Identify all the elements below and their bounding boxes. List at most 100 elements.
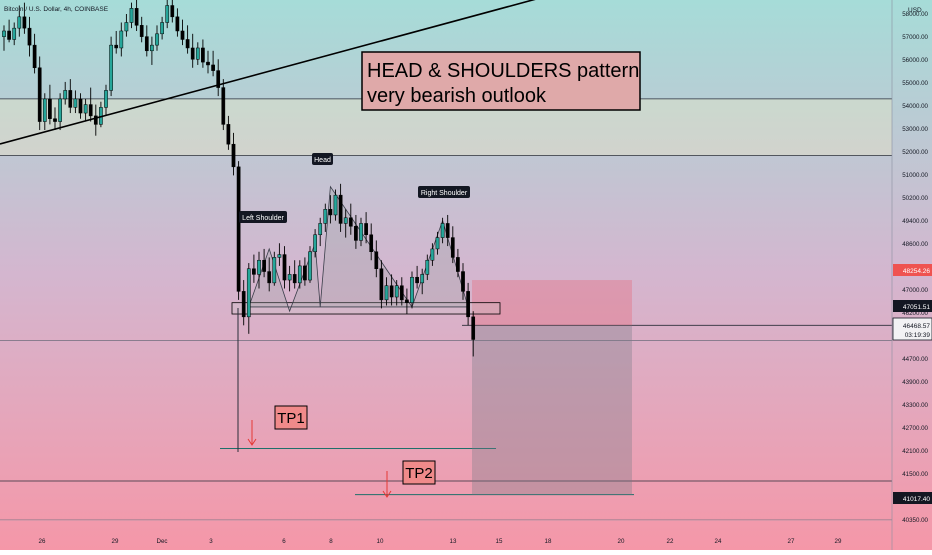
x-tick-label: 29 bbox=[112, 538, 119, 545]
candle bbox=[318, 217, 323, 247]
candle bbox=[246, 263, 251, 334]
candle bbox=[17, 5, 22, 37]
target-zone bbox=[472, 325, 632, 495]
left-shoulder-label[interactable]: Left Shoulder bbox=[239, 211, 287, 223]
candle-body-down bbox=[399, 285, 404, 301]
candle-body-up bbox=[73, 98, 78, 108]
tp2-label-text: TP2 bbox=[405, 465, 433, 482]
candle-body-down bbox=[405, 299, 409, 303]
candle bbox=[435, 231, 440, 255]
candle bbox=[343, 209, 348, 238]
candle-body-down bbox=[338, 194, 343, 224]
candle bbox=[303, 257, 307, 286]
time-axis[interactable]: 26 29 Dec 3 6 8 10 13 15 18 20 22 24 27 29 bbox=[39, 538, 842, 545]
candle-body-down bbox=[139, 25, 144, 37]
candle-body-down bbox=[185, 39, 190, 49]
candle-body-down bbox=[211, 64, 215, 71]
candle-body-down bbox=[369, 234, 374, 252]
candle-body-down bbox=[114, 44, 119, 49]
candle bbox=[7, 19, 11, 43]
title-note[interactable]: HEAD & SHOULDERS pattern very bearish ou… bbox=[361, 51, 641, 111]
candle-body-down bbox=[241, 291, 246, 318]
candle-body-down bbox=[303, 265, 307, 281]
candle-body-down bbox=[379, 268, 384, 301]
candle bbox=[461, 263, 465, 300]
tp1-label-box bbox=[274, 405, 308, 430]
candle-body-up bbox=[277, 254, 282, 258]
x-tick-label: 29 bbox=[835, 538, 842, 545]
candle-body-up bbox=[410, 276, 414, 303]
left-shoulder-label-bg bbox=[239, 211, 287, 223]
y-tick-label: 43300.00 bbox=[902, 402, 928, 409]
drawings bbox=[0, 0, 540, 498]
x-tick-label: 8 bbox=[329, 538, 333, 545]
right-shoulder-label[interactable]: Right Shoulder bbox=[418, 186, 470, 198]
candle-body-up bbox=[430, 248, 435, 261]
candle bbox=[114, 30, 119, 54]
candle bbox=[456, 248, 460, 278]
candle bbox=[394, 280, 399, 306]
candle bbox=[252, 254, 256, 283]
candle-body-up bbox=[257, 259, 261, 275]
price-axis[interactable]: 58000.00 57000.00 56000.00 55000.00 54000.00… bbox=[902, 11, 928, 524]
candle-body-down bbox=[461, 271, 465, 292]
candle-body-up bbox=[246, 268, 251, 318]
svg-text:41017.40: 41017.40 bbox=[903, 496, 930, 503]
candle bbox=[119, 22, 124, 57]
candle-body-up bbox=[313, 234, 317, 252]
candle bbox=[257, 251, 261, 289]
candle-body-down bbox=[216, 70, 221, 88]
y-tick-label: 40350.00 bbox=[902, 517, 928, 524]
candle bbox=[287, 265, 292, 292]
candle-body-up bbox=[109, 44, 113, 91]
candle bbox=[267, 257, 272, 292]
candle bbox=[282, 246, 287, 289]
head-label[interactable]: Head bbox=[312, 153, 333, 165]
candle bbox=[144, 25, 149, 57]
candle bbox=[134, 0, 139, 31]
candle bbox=[440, 217, 445, 244]
candle-body-up bbox=[440, 223, 445, 238]
x-tick-label: 20 bbox=[618, 538, 625, 545]
y-tick-label: 56000.00 bbox=[902, 57, 928, 64]
candle-body-down bbox=[22, 16, 27, 29]
candle bbox=[150, 36, 154, 65]
y-tick-label: 50200.00 bbox=[902, 195, 928, 202]
candle-body-down bbox=[364, 223, 368, 236]
candle-body-up bbox=[308, 251, 312, 281]
candle-body-up bbox=[124, 22, 129, 32]
x-tick-label: 6 bbox=[282, 538, 286, 545]
countdown-text: 03:19:39 bbox=[905, 332, 931, 339]
candle-body-up bbox=[425, 259, 430, 275]
candle-body-up bbox=[63, 90, 68, 100]
candle bbox=[374, 240, 379, 278]
candle-body-down bbox=[175, 16, 180, 32]
x-tick-label: 22 bbox=[667, 538, 674, 545]
symbol-title[interactable]: Bitcoin / U.S. Dollar, 4h, COINBASE bbox=[4, 6, 109, 13]
candle-body-up bbox=[2, 30, 6, 37]
tp2-label[interactable]: TP2 bbox=[402, 460, 436, 485]
candle bbox=[63, 81, 68, 105]
trendline[interactable] bbox=[0, 0, 540, 145]
right-shoulder-label-text: Right Shoulder bbox=[421, 190, 468, 197]
candle-body-up bbox=[155, 33, 159, 46]
candle-body-down bbox=[221, 87, 226, 125]
y-tick-label: 43900.00 bbox=[902, 379, 928, 386]
candle bbox=[308, 246, 312, 283]
candle-body-down bbox=[48, 98, 52, 119]
candle bbox=[58, 93, 62, 131]
y-tick-label: 49400.00 bbox=[902, 218, 928, 225]
candle-body-up bbox=[343, 217, 348, 224]
candle bbox=[180, 19, 185, 46]
candle bbox=[129, 2, 134, 29]
candle bbox=[226, 115, 231, 150]
candle bbox=[425, 254, 430, 281]
x-tick-label: 15 bbox=[496, 538, 503, 545]
y-tick-label: 53000.00 bbox=[902, 126, 928, 133]
tp1-label[interactable]: TP1 bbox=[274, 405, 308, 430]
candle-body-up bbox=[394, 285, 399, 298]
candle-body-down bbox=[68, 90, 73, 108]
price-tag-bottom: 41017.40 bbox=[893, 492, 932, 504]
